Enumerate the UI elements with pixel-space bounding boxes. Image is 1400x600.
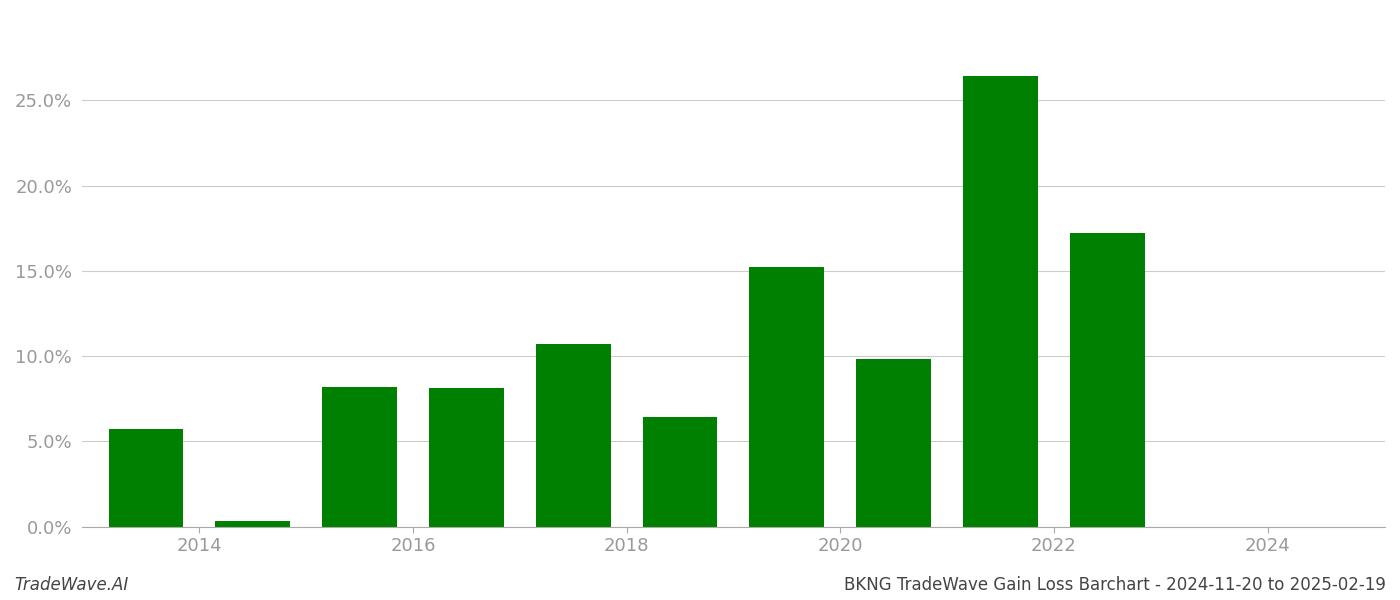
Bar: [322, 387, 398, 527]
Bar: [216, 521, 290, 527]
Bar: [857, 359, 931, 527]
Bar: [963, 76, 1037, 527]
Bar: [428, 388, 504, 527]
Bar: [109, 430, 183, 527]
Bar: [749, 268, 825, 527]
Bar: [536, 344, 610, 527]
Bar: [1070, 233, 1145, 527]
Bar: [643, 418, 717, 527]
Text: TradeWave.AI: TradeWave.AI: [14, 576, 129, 594]
Text: BKNG TradeWave Gain Loss Barchart - 2024-11-20 to 2025-02-19: BKNG TradeWave Gain Loss Barchart - 2024…: [844, 576, 1386, 594]
